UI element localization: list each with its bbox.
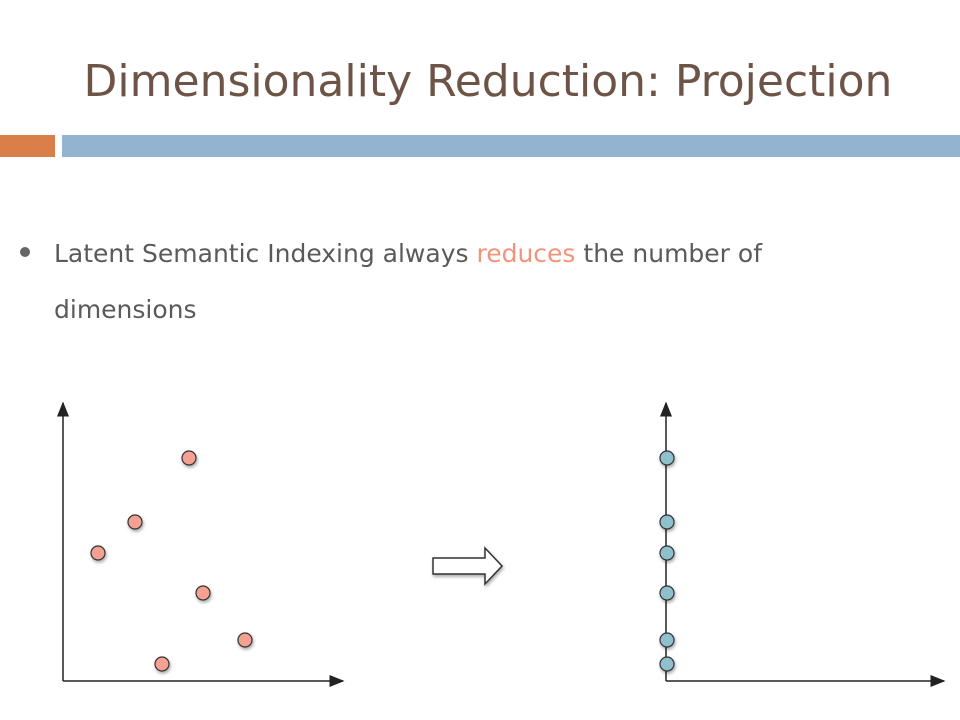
projected-point bbox=[659, 632, 675, 648]
bullet-line-1: Latent Semantic Indexing always reduces … bbox=[54, 239, 763, 268]
transform-arrow bbox=[432, 546, 504, 586]
bullet-dot bbox=[20, 247, 30, 257]
projected-point bbox=[659, 545, 675, 561]
accent-bar bbox=[0, 135, 55, 157]
projected-point bbox=[659, 585, 675, 601]
left-plot bbox=[57, 401, 345, 687]
slide-title: Dimensionality Reduction: Projection bbox=[84, 56, 893, 107]
bullet-text: Latent Semantic Indexing always bbox=[54, 239, 469, 268]
point bbox=[237, 632, 253, 648]
point bbox=[127, 514, 143, 530]
right-plot bbox=[659, 401, 946, 687]
point bbox=[90, 545, 106, 561]
bullet-line-2: dimensions bbox=[54, 295, 197, 324]
header-bar bbox=[62, 135, 960, 157]
projected-point bbox=[659, 656, 675, 672]
point bbox=[181, 450, 197, 466]
point bbox=[195, 585, 211, 601]
projected-point bbox=[659, 514, 675, 530]
point bbox=[154, 656, 170, 672]
bullet-text: the number of bbox=[583, 239, 763, 268]
bullet-highlight: reduces bbox=[476, 239, 575, 268]
projected-point bbox=[659, 450, 675, 466]
